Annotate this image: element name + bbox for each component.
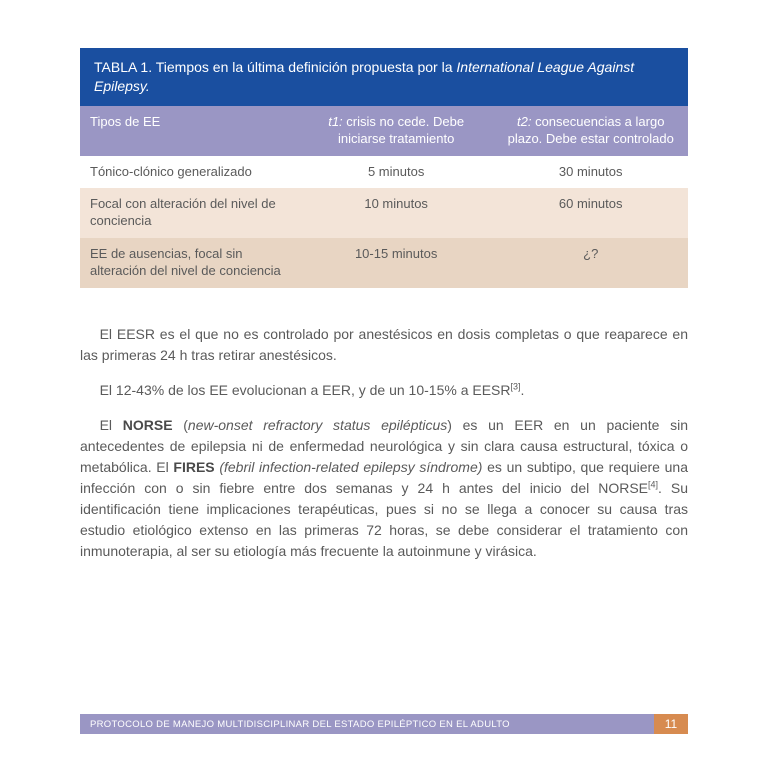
paragraph: El EESR es el que no es controlado por a…	[80, 324, 688, 366]
col-header-t1: t1: crisis no cede. Debe iniciarse trata…	[299, 106, 494, 156]
table-row: EE de ausencias, focal sin alteración de…	[80, 238, 688, 288]
paragraph: El 12-43% de los EE evolucionan a EER, y…	[80, 380, 688, 401]
definition-table: Tipos de EE t1: crisis no cede. Debe ini…	[80, 106, 688, 288]
col-header-type: Tipos de EE	[80, 106, 299, 156]
table-row: Tónico-clónico generalizado 5 minutos 30…	[80, 156, 688, 189]
table-1: TABLA 1. Tiempos en la última definición…	[80, 48, 688, 288]
table-title: TABLA 1. Tiempos en la última definición…	[80, 48, 688, 106]
col-header-t2: t2: consecuencias a largo plazo. Debe es…	[493, 106, 688, 156]
page-footer: PROTOCOLO DE MANEJO MULTIDISCIPLINAR DEL…	[80, 714, 688, 734]
paragraph: El NORSE (new-onset refractory status ep…	[80, 415, 688, 562]
footer-bar: PROTOCOLO DE MANEJO MULTIDISCIPLINAR DEL…	[80, 714, 654, 734]
body-text: El EESR es el que no es controlado por a…	[80, 324, 688, 562]
table-title-prefix: TABLA 1. Tiempos en la última definición…	[94, 59, 456, 75]
page-number: 11	[654, 714, 688, 734]
table-row: Focal con alteración del nivel de concie…	[80, 188, 688, 238]
